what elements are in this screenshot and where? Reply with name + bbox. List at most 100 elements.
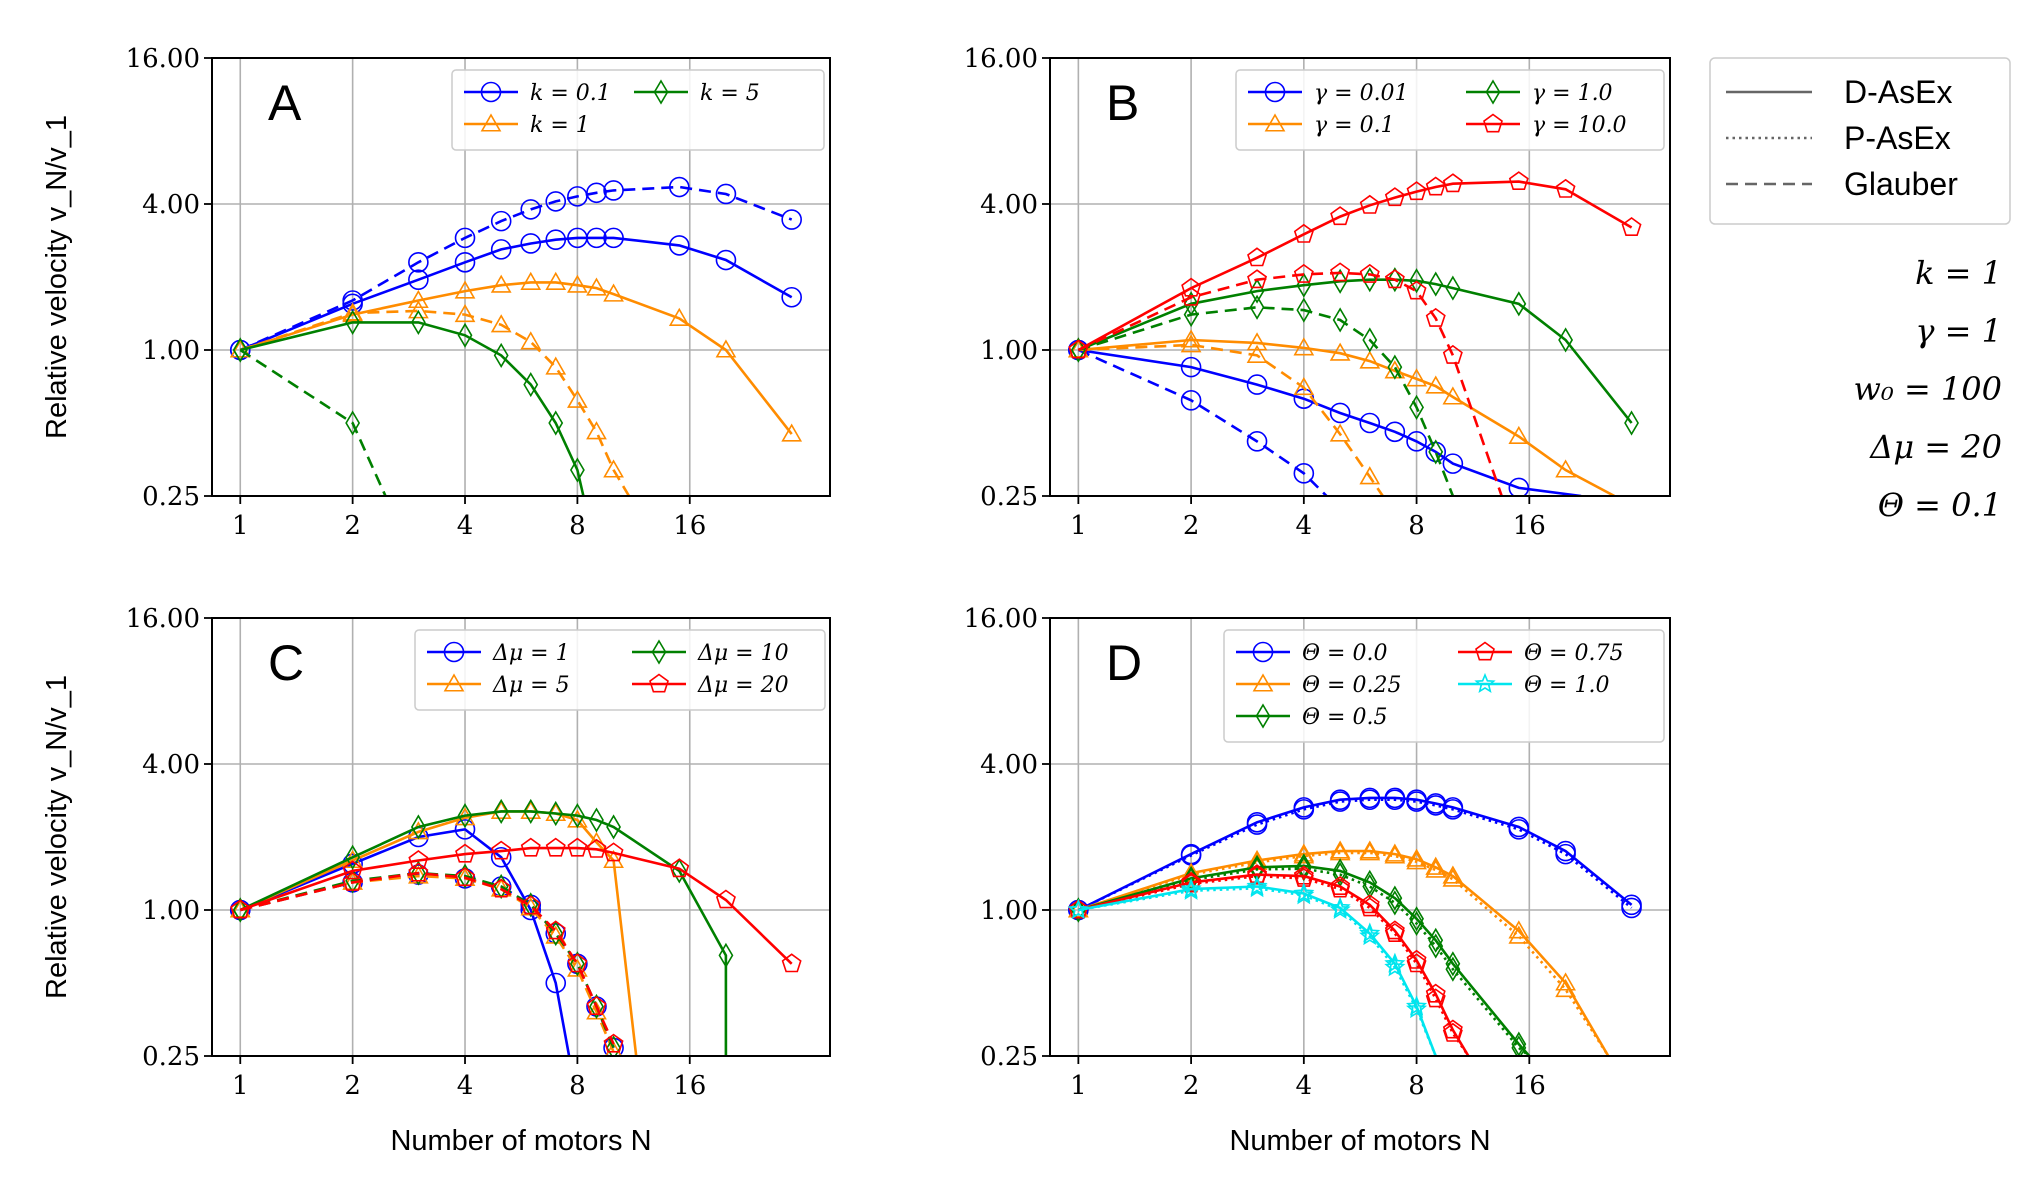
y-tick-label: 0.25 <box>142 482 200 512</box>
data-point <box>408 269 429 290</box>
data-point <box>1425 795 1447 816</box>
y-tick-label: 1.00 <box>142 896 200 926</box>
data-point <box>567 274 588 293</box>
panel-letter: A <box>268 75 302 131</box>
legend-marker <box>1252 641 1274 663</box>
legend-label: Θ = 0.75 <box>1524 641 1623 666</box>
data-point <box>1621 897 1642 919</box>
data-point <box>1359 925 1381 946</box>
series-line <box>1077 798 1633 912</box>
legend-marker <box>1475 641 1495 661</box>
data-point <box>1442 1022 1463 1042</box>
data-point <box>1384 187 1405 207</box>
series-group <box>229 176 803 496</box>
data-point <box>1332 268 1348 294</box>
data-point <box>1293 337 1315 356</box>
data-point <box>1247 247 1268 267</box>
data-point <box>1442 386 1464 405</box>
data-point <box>1425 307 1446 327</box>
data-point <box>491 840 512 860</box>
x-axis-label: Number of motors N <box>390 1125 651 1157</box>
data-point <box>669 858 690 878</box>
data-point <box>586 182 607 204</box>
data-point <box>1428 271 1444 297</box>
data-point <box>669 235 690 256</box>
data-point <box>1425 988 1446 1008</box>
series-line <box>1078 885 1437 1056</box>
data-point <box>454 227 476 249</box>
data-point <box>345 868 361 894</box>
legend-marker <box>1474 672 1496 694</box>
legend-label: Θ = 0.5 <box>1302 705 1387 730</box>
data-point <box>606 814 621 840</box>
data-point <box>603 842 624 862</box>
series-markers <box>232 337 361 436</box>
legend-label: γ = 10.0 <box>1532 113 1627 138</box>
data-point <box>408 862 429 882</box>
legend-item: Δμ = 10 <box>632 639 789 666</box>
legend-label: Δμ = 1 <box>492 641 570 666</box>
data-point <box>567 953 588 973</box>
legend-marker <box>1255 703 1271 729</box>
data-point <box>1296 297 1312 323</box>
series-markers <box>1070 856 1527 1056</box>
data-point <box>715 339 737 358</box>
data-point <box>1555 972 1576 991</box>
panel-letter: C <box>268 635 304 691</box>
data-point <box>520 837 541 857</box>
data-point <box>1293 223 1314 243</box>
series-markers <box>1068 864 1463 1039</box>
data-point <box>1293 845 1315 864</box>
series-line <box>1078 886 1437 1056</box>
y-tick-label: 0.25 <box>980 1042 1038 1072</box>
legend-item: Δμ = 1 <box>427 641 570 666</box>
series-markers <box>1067 877 1428 1019</box>
data-point <box>1246 875 1268 896</box>
series-markers <box>1068 787 1642 921</box>
data-point <box>1330 206 1351 226</box>
data-point <box>1246 877 1268 898</box>
data-point <box>1555 459 1576 478</box>
data-point <box>548 920 564 947</box>
data-point <box>1555 978 1576 998</box>
axes-frame <box>211 57 831 497</box>
parameter-label: Θ = 0.1 <box>1878 486 2002 524</box>
data-point <box>1387 267 1403 293</box>
y-axis-label: Relative velocity v_N/v_1 <box>41 675 73 999</box>
data-point <box>230 899 251 919</box>
data-point <box>545 837 566 857</box>
series-line <box>1078 867 1531 1056</box>
legend-item: γ = 0.1 <box>1248 113 1395 138</box>
series-markers <box>1067 334 1381 485</box>
legend-item: γ = 10.0 <box>1466 113 1627 138</box>
data-point <box>1406 431 1427 452</box>
data-point <box>1359 840 1381 859</box>
series-markers <box>1068 789 1642 921</box>
data-point <box>567 389 588 408</box>
data-point <box>1359 466 1381 485</box>
series-line <box>1078 348 1582 496</box>
legend-item: Θ = 0.25 <box>1236 673 1401 698</box>
data-point <box>1384 789 1406 810</box>
data-point <box>457 863 473 889</box>
data-point <box>1181 286 1202 306</box>
y-tick-label: 4.00 <box>142 190 200 220</box>
legend: Δμ = 1 Δμ = 5 Δμ = 10 Δμ = 20 <box>414 629 826 711</box>
legend-item: Θ = 0.75 <box>1458 641 1623 666</box>
series-markers <box>229 300 624 478</box>
data-point <box>715 249 737 271</box>
series-markers <box>1068 171 1642 359</box>
data-point <box>1508 425 1530 445</box>
series-line <box>239 846 793 965</box>
legend-marker <box>1485 79 1501 105</box>
data-point <box>345 410 361 436</box>
data-point <box>1068 339 1089 359</box>
series-line <box>239 185 793 352</box>
y-tick-label: 0.25 <box>142 1042 200 1072</box>
linestyle-legend-box <box>1709 57 2011 225</box>
data-point <box>1183 301 1199 328</box>
data-point <box>1384 843 1406 862</box>
series-line <box>239 348 387 496</box>
panel-letter: D <box>1106 635 1142 691</box>
